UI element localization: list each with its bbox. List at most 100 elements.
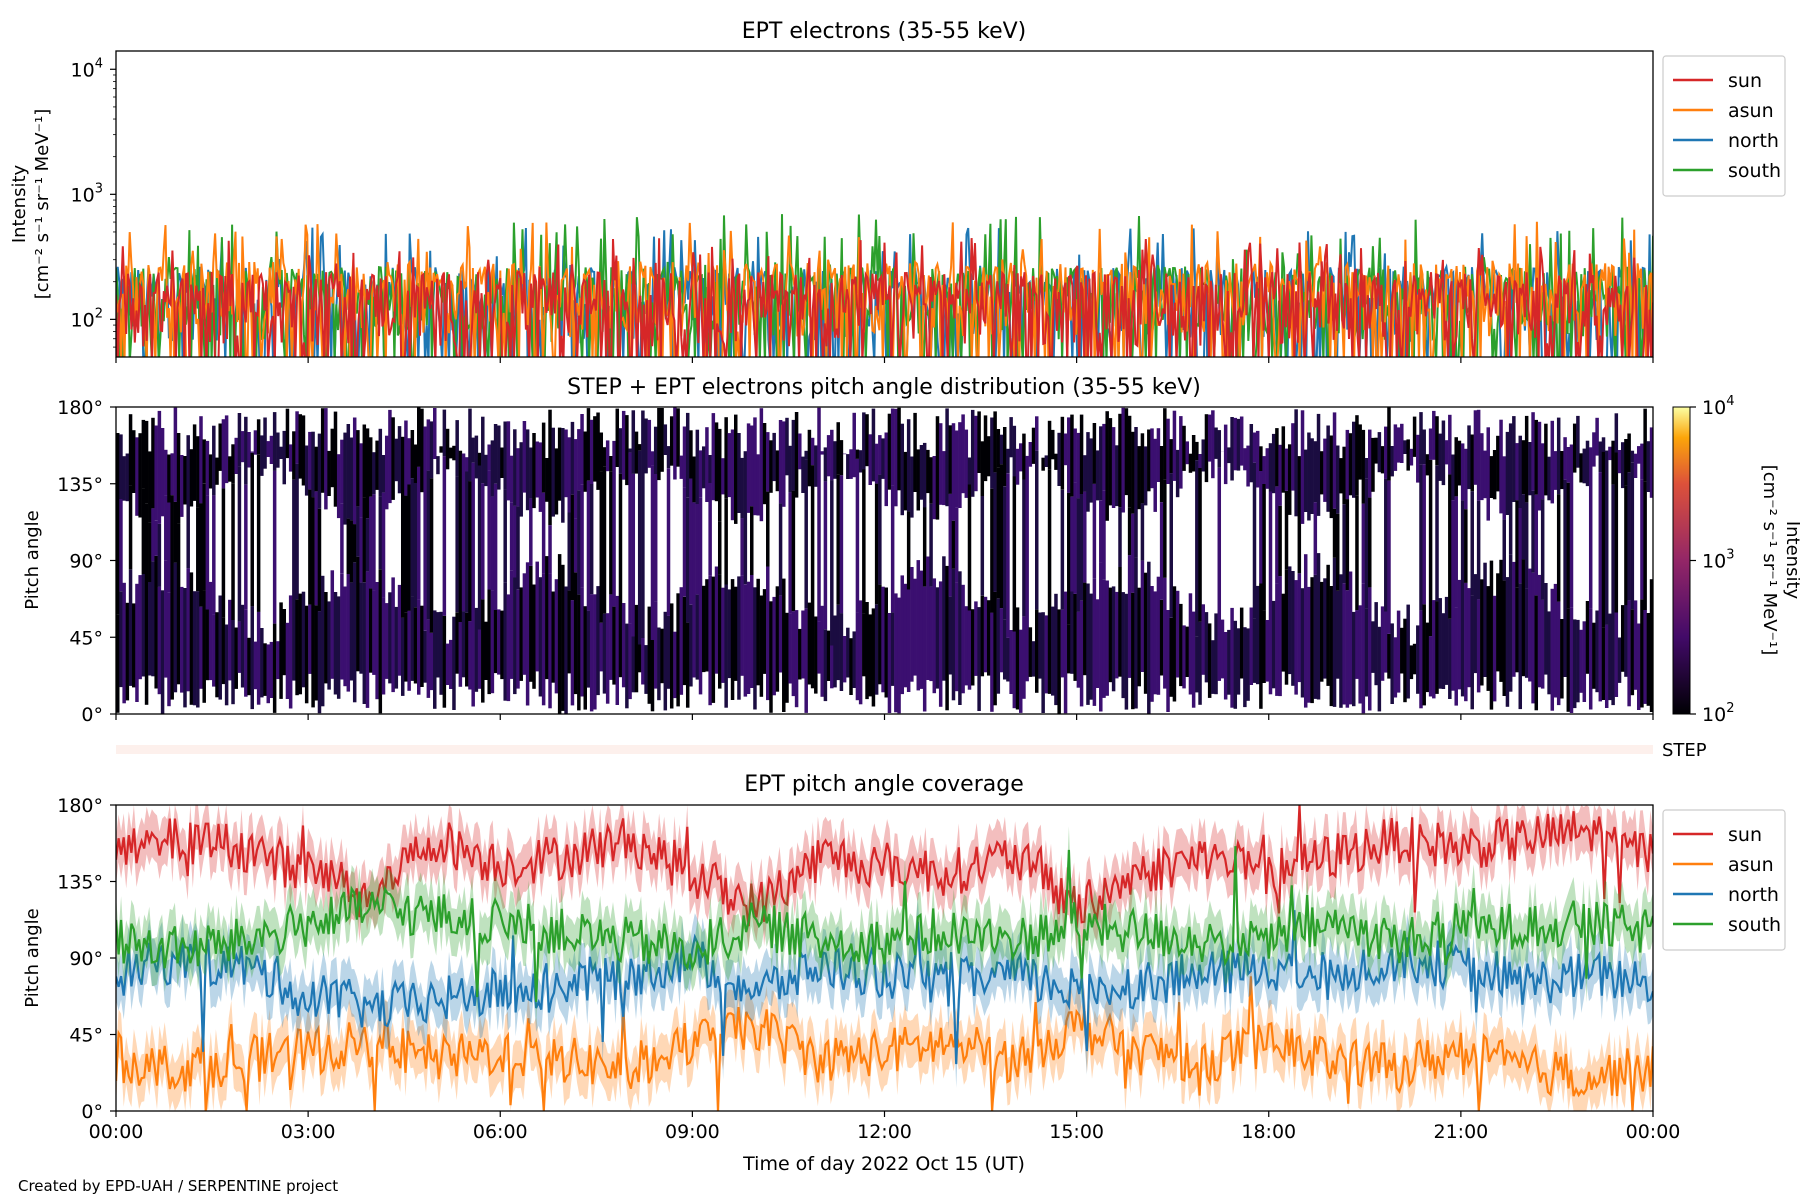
pad-cell xyxy=(964,429,969,498)
pad-cell xyxy=(1326,425,1330,512)
pad-cell xyxy=(807,602,812,685)
pad-cell xyxy=(855,612,860,701)
pad-cell xyxy=(324,408,328,510)
pad-cell xyxy=(189,449,194,507)
pad-cell xyxy=(1063,433,1068,466)
pad-cell xyxy=(1185,441,1189,465)
pad-cell xyxy=(1287,444,1292,515)
pad-cell xyxy=(689,604,693,687)
colorbar-label: Intensity [cm⁻² s⁻¹ sr⁻¹ MeV⁻¹] xyxy=(1759,465,1800,656)
pad-cell xyxy=(980,441,985,496)
pad-cell xyxy=(141,488,146,574)
pad-cell xyxy=(666,446,671,469)
pad-cell xyxy=(471,611,475,707)
pad-cell xyxy=(615,595,620,705)
pad-cell xyxy=(878,584,882,685)
pad-cell xyxy=(1640,479,1644,600)
pad-cell xyxy=(1438,433,1442,481)
pad-cell xyxy=(426,470,431,620)
pad-cell xyxy=(1163,408,1167,480)
pad-cell xyxy=(1390,623,1394,704)
pad-cell xyxy=(628,452,632,624)
coverage-ytick-label: 135° xyxy=(57,872,103,894)
pad-cell xyxy=(548,573,552,709)
pad-cell xyxy=(669,603,674,709)
pad-cell xyxy=(1006,448,1010,474)
pad-cell xyxy=(1092,483,1097,579)
pad-cell xyxy=(381,455,386,493)
pad-cell xyxy=(708,483,712,576)
pad-cell xyxy=(144,420,149,504)
pad-cell xyxy=(173,407,178,502)
pad-cell xyxy=(839,440,844,476)
pad-cell xyxy=(208,454,213,489)
pad-cell xyxy=(292,479,296,616)
pad-cell xyxy=(522,421,527,493)
pad-cell xyxy=(814,616,818,694)
pad-cell xyxy=(993,411,997,473)
pad-cell xyxy=(1191,611,1196,708)
pad-cell xyxy=(833,615,837,688)
pad-cell xyxy=(1560,619,1564,699)
pad-cell xyxy=(1044,455,1049,467)
pad-cell xyxy=(692,456,696,503)
pad-cell xyxy=(631,473,636,637)
pad-cell xyxy=(695,429,700,504)
pad-cell xyxy=(186,490,190,569)
pad-cell xyxy=(894,408,898,507)
pad-cell xyxy=(554,579,559,694)
pad-cell xyxy=(1515,443,1519,501)
pad-cell xyxy=(874,604,879,695)
pad-cell xyxy=(714,422,719,502)
pad-cell xyxy=(1041,612,1045,713)
pad-cell xyxy=(173,562,178,693)
pad-cell xyxy=(394,438,399,482)
pad-cell xyxy=(1239,416,1244,466)
legend-label-sun: sun xyxy=(1728,70,1762,92)
pad-cell xyxy=(1521,494,1526,560)
pad-cell xyxy=(1332,412,1337,509)
pad-cell xyxy=(1371,621,1375,673)
pad-cell xyxy=(183,456,187,505)
pad-cell xyxy=(711,413,716,501)
pad-cell xyxy=(810,437,815,466)
pad-cell xyxy=(516,448,520,507)
pad-cell xyxy=(352,417,357,525)
pad-cell xyxy=(734,414,738,524)
pad-cell xyxy=(842,636,847,683)
pad-cell xyxy=(1387,480,1391,634)
pad-cell xyxy=(1419,610,1423,709)
pad-cell xyxy=(1537,574,1542,688)
pad-cell xyxy=(1412,643,1417,675)
pad-ylabel: Pitch angle xyxy=(22,510,43,609)
pad-cell xyxy=(1022,433,1026,480)
intensity-ylabel-line1: Intensity xyxy=(9,164,30,243)
pad-cell xyxy=(304,445,309,496)
pad-cell xyxy=(320,408,325,493)
pad-cell xyxy=(727,589,732,679)
pad-cell xyxy=(1460,500,1465,579)
pad-cell xyxy=(1140,433,1145,504)
pad-cell xyxy=(237,621,242,673)
pad-cell xyxy=(1627,472,1631,601)
pad-cell xyxy=(1576,619,1580,703)
pad-cell xyxy=(183,588,187,708)
pad-cell xyxy=(1473,410,1478,485)
pad-cell xyxy=(1435,465,1439,602)
pad-cell xyxy=(605,440,610,472)
pad-cell xyxy=(224,624,229,706)
pad-cell xyxy=(1070,496,1074,592)
pad-cell xyxy=(474,607,479,692)
pad-cell xyxy=(647,606,652,704)
coverage-band-sun xyxy=(116,805,1653,952)
pad-cell xyxy=(199,606,203,689)
pad-cell xyxy=(990,612,994,712)
pad-cell xyxy=(317,508,322,612)
pad-cell xyxy=(615,408,620,467)
pad-cell xyxy=(202,439,206,484)
pad-cell xyxy=(1057,609,1061,714)
pad-cell xyxy=(1252,432,1257,463)
pad-cell xyxy=(1348,433,1353,496)
pad-cell xyxy=(461,611,466,678)
pad-cell xyxy=(663,424,668,455)
